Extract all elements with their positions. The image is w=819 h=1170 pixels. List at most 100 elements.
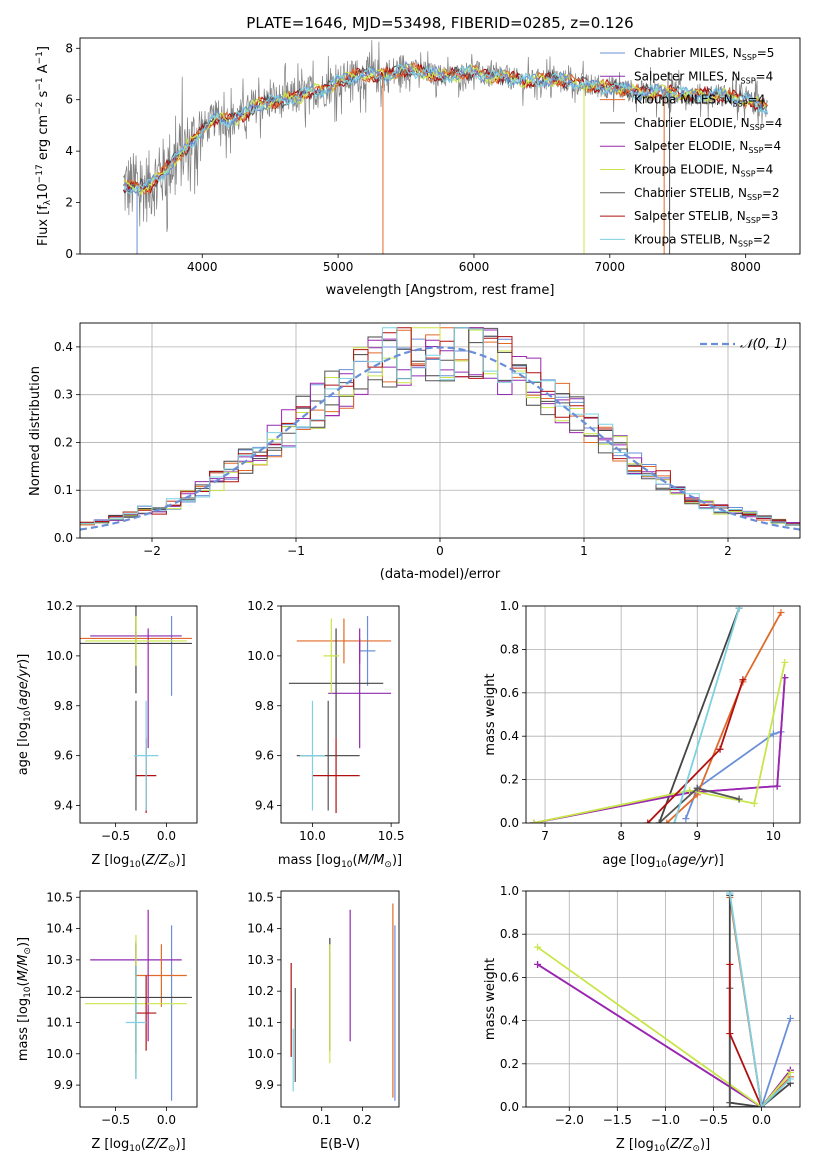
y-tick-label: 10.1 (46, 1015, 73, 1029)
weight-marker (530, 819, 538, 823)
normal-curve (80, 346, 800, 531)
weight-line (728, 895, 792, 1107)
weight-marker (739, 676, 747, 684)
y-tick-label: 6 (65, 93, 73, 107)
x-tick-label: 2 (724, 544, 732, 558)
y-tick-label: 0.8 (500, 927, 519, 941)
x-tick-label: 7 (541, 829, 549, 843)
x-tick-label: −0.5 (101, 829, 130, 843)
y-tick-label: 0.2 (500, 1057, 519, 1071)
model-spectrum-line (123, 63, 768, 195)
axes-frame (280, 605, 400, 824)
weight-line (728, 895, 791, 1107)
weight-marker (786, 1075, 794, 1083)
axes-frame (79, 890, 198, 1108)
weight-marker (644, 819, 652, 823)
axes-frame (525, 605, 801, 824)
y-tick-label: 9.8 (54, 699, 73, 713)
y-tick-label: 10.0 (46, 649, 73, 663)
x-tick-label: 0.0 (752, 1113, 771, 1127)
y-axis-label: mass weight (483, 958, 498, 1040)
y-tick-label: 8 (65, 41, 73, 55)
y-tick-label: 0.2 (500, 773, 519, 787)
y-tick-label: 0.0 (54, 531, 73, 545)
weight-marker (726, 1103, 734, 1107)
legend-entry: Kroupa STELIB, NSSP=2 (634, 232, 771, 248)
x-tick-label: 0.2 (353, 1113, 372, 1127)
x-axis-label: E(B-V) (320, 1137, 360, 1152)
y-tick-label: 0 (65, 247, 73, 261)
axes-frame (79, 37, 801, 255)
x-tick-label: 1 (580, 544, 588, 558)
y-tick-label: 9.9 (54, 1078, 73, 1092)
x-tick-label: 10 (766, 829, 781, 843)
x-axis-label: mass [log10(M/M⊙)] (278, 853, 402, 870)
legend-entry: Salpeter ELODIE, NSSP=4 (634, 139, 781, 155)
y-tick-label: 10.2 (247, 984, 274, 998)
x-tick-label: −2 (143, 544, 161, 558)
y-axis-label: mass [log10(M/M⊙)] (16, 937, 33, 1061)
y-tick-label: 4 (65, 144, 73, 158)
errorbar-plot (290, 903, 396, 1101)
legend-entry: Chabrier STELIB, NSSP=2 (634, 186, 780, 202)
weight-line (666, 612, 782, 823)
axes-frame (280, 890, 400, 1108)
y-tick-label: 9.8 (255, 699, 274, 713)
y-tick-label: 0.4 (54, 340, 73, 354)
y-axis-label: Flux [fλ10−17 erg cm−2 s−1 A−1] (35, 46, 53, 246)
y-tick-label: 10.0 (46, 1047, 73, 1061)
y-tick-label: 10.0 (247, 1047, 274, 1061)
y-tick-label: 1.0 (500, 884, 519, 898)
weight-marker (655, 819, 663, 823)
x-tick-label: 9 (693, 829, 701, 843)
y-tick-label: 0.3 (54, 388, 73, 402)
weight-marker (534, 943, 542, 951)
x-tick-label: 7000 (595, 260, 626, 274)
y-axis-label: age [log10(age/yr)] (16, 654, 33, 776)
y-tick-label: 10.0 (247, 649, 274, 663)
weight-marker (773, 782, 781, 790)
x-tick-label: −1 (287, 544, 305, 558)
x-axis-label: wavelength [Angstrom, rest frame] (326, 283, 555, 298)
weight-line (533, 662, 786, 823)
weight-marker (786, 1068, 794, 1076)
y-tick-label: 10.3 (247, 953, 274, 967)
legend-entry: Kroupa ELODIE, NSSP=4 (634, 163, 773, 179)
weight-marker (716, 745, 724, 753)
weight-marker (682, 815, 690, 823)
x-tick-label: −1.0 (651, 1113, 680, 1127)
model-spectrum-line (123, 60, 768, 194)
axes-frame (525, 890, 801, 1108)
x-tick-label: 5000 (323, 260, 354, 274)
x-tick-label: 0.0 (157, 829, 176, 843)
errorbar-plot (80, 909, 192, 1101)
weight-marker (786, 1014, 794, 1022)
x-axis-label: Z [log10(Z/Z⊙)] (91, 1137, 185, 1154)
weight-line (728, 893, 792, 1107)
weight-marker (781, 674, 789, 682)
weight-marker (663, 819, 671, 823)
y-tick-label: 0.0 (500, 816, 519, 830)
x-tick-label: 8 (617, 829, 625, 843)
errorbar-plot (288, 615, 392, 814)
axes-frame (79, 322, 801, 539)
y-tick-label: 2 (65, 196, 73, 210)
residual-plot (80, 327, 800, 531)
weight-marker (534, 960, 542, 968)
x-tick-label: 4000 (187, 260, 218, 274)
y-tick-label: 0.4 (500, 729, 519, 743)
x-tick-label: 0.1 (312, 1113, 331, 1127)
weight-plot (530, 606, 789, 823)
y-tick-label: 0.4 (500, 1014, 519, 1028)
x-tick-label: 10.5 (378, 829, 405, 843)
x-tick-label: 6000 (459, 260, 490, 274)
weight-marker (693, 784, 701, 792)
y-tick-label: 10.4 (46, 922, 73, 936)
x-tick-label: −0.5 (101, 1113, 130, 1127)
y-tick-label: 9.6 (255, 749, 274, 763)
x-axis-label: (data-model)/error (380, 567, 501, 582)
x-tick-label: −1.5 (603, 1113, 632, 1127)
x-tick-label: 10.0 (299, 829, 326, 843)
weight-marker (726, 960, 734, 968)
y-tick-label: 10.4 (247, 922, 274, 936)
